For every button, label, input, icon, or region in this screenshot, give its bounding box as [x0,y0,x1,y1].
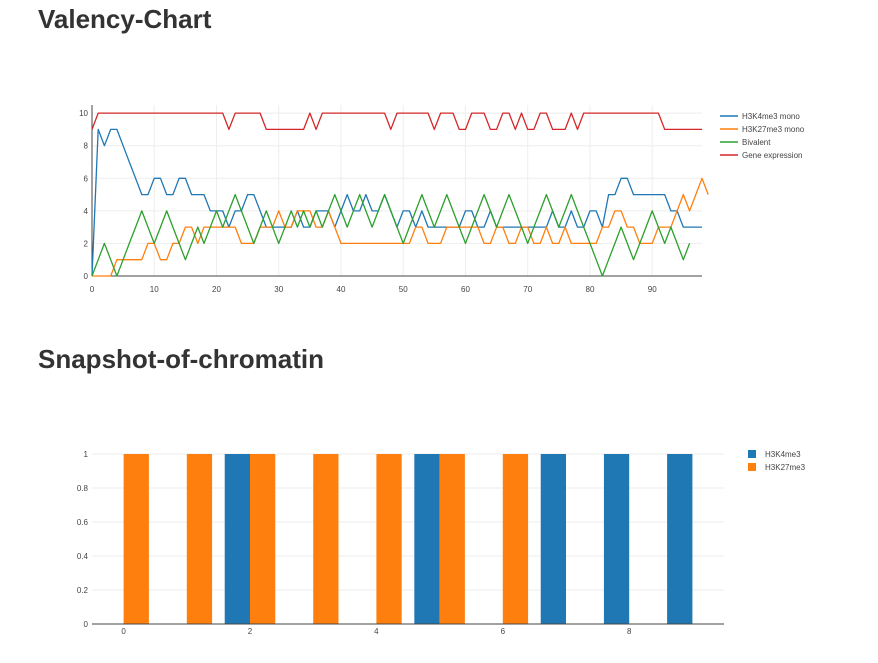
snapshot-bar-chart: 0 0.2 0.4 0.6 0.8 1 0 2 4 6 8 H3K4me3 H3K27me3 [77,450,806,636]
legend-label: H3K4me3 mono [742,112,800,121]
snapshot-chart-title: Snapshot-of-chromatin [38,344,324,374]
legend-swatch [748,463,756,471]
x-tick-label: 30 [274,285,283,294]
valency-line-chart: 0 10 20 30 40 50 60 70 80 90 0 2 4 6 8 10 H3K4me3 mono H3… [79,105,805,294]
bar-h3k27me3-2 [250,454,276,624]
bar-h3k27me3-1 [186,454,213,624]
x-tick-label: 8 [627,627,632,636]
bar-h3k27me3-6 [502,454,529,624]
series-line-gene-expression [91,112,702,131]
y-tick-label: 0.2 [77,586,89,595]
y-tick-label: 0 [84,620,89,629]
x-tick-label: 10 [150,285,159,294]
bar-h3k4me3-9 [667,454,693,624]
x-tick-label: 0 [121,627,126,636]
valency-chart-title: Valency-Chart [38,4,212,34]
bar-h3k4me3-5 [414,454,440,624]
legend-label: H3K4me3 [765,450,801,459]
x-tick-label: 6 [501,627,506,636]
bar-h3k27me3-5 [439,454,465,624]
y-tick-label: 0.8 [77,484,89,493]
y-tick-label: 4 [84,207,89,216]
legend-label: Gene expression [742,151,802,160]
x-tick-label: 0 [90,285,95,294]
x-tick-label: 70 [523,285,532,294]
bar-h3k4me3-2 [224,454,250,624]
x-tick-label: 20 [212,285,221,294]
legend-label: H3K27me3 mono [742,125,805,134]
y-tick-label: 6 [84,174,89,183]
y-tick-label: 10 [79,109,88,118]
x-tick-label: 60 [461,285,470,294]
y-tick-label: 0.6 [77,518,89,527]
y-tick-label: 8 [84,142,89,151]
bar-h3k27me3-4 [376,454,402,624]
series-line-bivalent [91,193,691,277]
bar-h3k27me3-3 [313,454,339,624]
y-tick-label: 2 [84,239,89,248]
x-tick-label: 80 [586,285,595,294]
x-tick-label: 4 [374,627,379,636]
legend-label: H3K27me3 [765,463,806,472]
x-tick-label: 90 [648,285,657,294]
x-tick-label: 40 [337,285,346,294]
x-tick-label: 50 [399,285,408,294]
legend-swatch [748,450,756,458]
y-tick-label: 0.4 [77,552,89,561]
x-tick-label: 2 [248,627,253,636]
y-tick-label: 0 [84,272,89,281]
bar-h3k4me3-7 [540,454,566,624]
bar-h3k27me3-0 [123,454,149,624]
bar-h3k4me3-8 [603,454,630,624]
legend-label: Bivalent [742,138,771,147]
y-tick-label: 1 [84,450,89,459]
